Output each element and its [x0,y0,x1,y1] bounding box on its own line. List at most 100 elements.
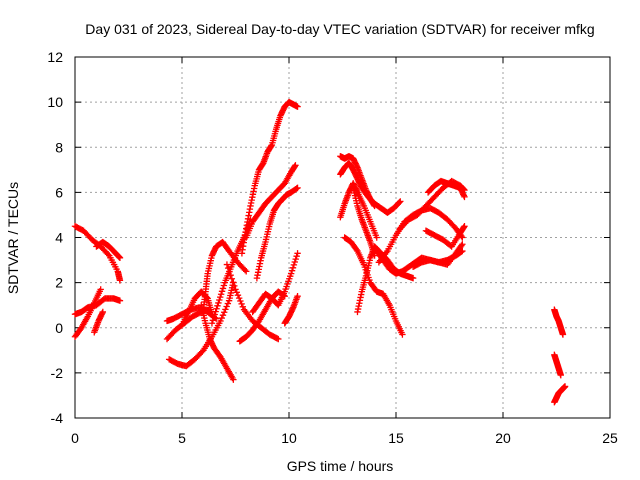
series-track-19 [281,292,301,327]
y-tick-label: -2 [51,365,64,381]
data-point [227,272,234,279]
data-point [226,268,233,275]
data-point [373,234,380,241]
data-point [97,286,104,293]
data-point [293,252,300,260]
y-tick-label: -4 [51,410,64,426]
data-point [213,305,220,312]
x-tick-label: 15 [388,430,404,446]
series-track-4 [93,238,124,262]
data-point [396,199,403,206]
data-point [224,300,232,307]
data-point [557,371,564,379]
series-track-18 [249,250,301,316]
series-track-30 [409,241,466,271]
data-point [219,311,227,319]
data-point [287,270,295,277]
data-point [290,261,298,269]
data-point [209,317,217,324]
data-point [288,267,296,274]
data-point [461,223,468,230]
data-point [275,335,282,343]
data-point [243,268,250,275]
data-point [218,314,225,322]
data-point [215,299,222,307]
data-point [234,291,242,299]
data-point [220,282,228,289]
data-point [212,308,219,315]
data-point [217,317,224,325]
data-point [220,309,228,316]
series-track-5 [91,308,107,336]
data-point [232,286,239,293]
series-track-21 [337,159,404,216]
data-point [289,264,297,271]
series-track-25 [350,184,378,259]
data-point [210,314,217,321]
x-tick-label: 25 [602,430,618,446]
data-point [397,198,404,205]
data-point [291,258,299,266]
data-point [208,320,216,327]
data-point [222,306,229,313]
data-point [104,251,112,258]
data-point [116,254,124,262]
data-point [294,292,301,300]
data-point [223,261,231,268]
series-track-10 [198,301,237,383]
x-axis-label: GPS time / hours [287,458,394,474]
axis-ticks: 0 5 10 15 20 25 -4 -2 0 2 4 6 8 10 12 [47,49,618,446]
y-tick-label: 6 [55,184,63,200]
data-point [235,294,243,302]
data-point [292,162,299,169]
data-point [294,184,301,192]
series-track-32 [551,306,567,338]
data-point [211,311,218,318]
data-point [224,264,232,272]
data-point [241,266,249,274]
series-track-3 [71,286,104,340]
data-point [216,296,223,304]
y-tick-label: 0 [55,320,63,336]
series-track-31 [422,223,468,250]
y-tick-label: 8 [55,139,63,155]
x-tick-label: 5 [178,430,186,446]
x-tick-label: 0 [71,430,79,446]
y-tick-label: 10 [47,94,63,110]
data-point [353,246,360,253]
series-track-29 [424,177,468,201]
data-point [116,277,124,284]
series-track-33 [551,351,564,379]
data-point [294,103,301,110]
x-tick-label: 20 [495,430,511,446]
series-track-23 [341,234,406,338]
data-point [237,297,244,305]
data-point [409,274,417,282]
data-point [218,288,226,295]
data-points [71,98,569,406]
series-track-16 [253,184,301,282]
data-point [399,331,406,338]
data-point [458,242,465,249]
data-point [214,302,221,310]
data-point [217,293,224,301]
series-track-1 [71,223,124,284]
y-tick-label: 12 [47,49,63,65]
data-point [99,308,107,316]
data-point [230,376,237,383]
data-point [461,193,468,201]
data-point [459,241,466,248]
data-point [239,303,247,310]
series-track-15 [243,162,299,241]
data-point [238,300,245,308]
data-point [229,279,237,286]
data-point [116,297,124,304]
data-point [228,275,236,282]
x-tick-label: 10 [281,430,297,446]
data-point [198,348,206,355]
y-tick-label: 2 [55,275,63,291]
chart-title: Day 031 of 2023, Sidereal Day-to-day VTE… [85,21,594,37]
data-point [561,383,569,390]
